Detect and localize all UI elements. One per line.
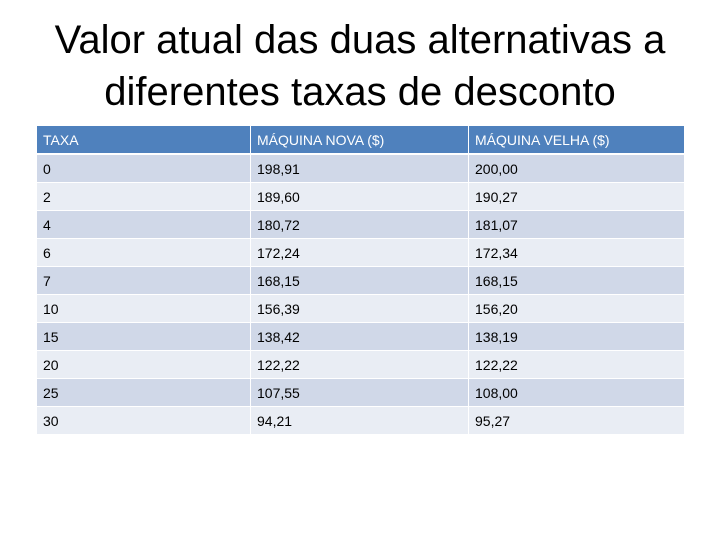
header-row: TAXA MÁQUINA NOVA ($) MÁQUINA VELHA ($) (36, 125, 685, 155)
table-cell: 4 (36, 210, 251, 239)
table-cell: 168,15 (468, 266, 685, 295)
table-cell: 181,07 (468, 210, 685, 239)
table-cell: 7 (36, 266, 251, 295)
table-cell: 180,72 (250, 210, 469, 239)
table-cell: 138,19 (468, 322, 685, 351)
table-row: 25 107,55 108,00 (36, 378, 685, 407)
table-cell: 15 (36, 322, 251, 351)
table-row: 2 189,60 190,27 (36, 182, 685, 211)
header-cell: TAXA (36, 125, 251, 155)
table-cell: 138,42 (250, 322, 469, 351)
table-cell: 168,15 (250, 266, 469, 295)
table-cell: 122,22 (468, 350, 685, 379)
table-cell: 200,00 (468, 153, 685, 183)
table-cell: 190,27 (468, 182, 685, 211)
table-cell: 156,39 (250, 294, 469, 323)
slide-title: Valor atual das duas alternativas a dife… (54, 18, 666, 114)
table-cell: 10 (36, 294, 251, 323)
table-cell: 156,20 (468, 294, 685, 323)
table-cell: 2 (36, 182, 251, 211)
table-row: 15 138,42 138,19 (36, 322, 685, 351)
table-cell: 172,24 (250, 238, 469, 267)
table-cell: 122,22 (250, 350, 469, 379)
table-cell: 30 (36, 406, 251, 435)
table-cell: 172,34 (468, 238, 685, 267)
table-cell: 20 (36, 350, 251, 379)
table-row: 7 168,15 168,15 (36, 266, 685, 295)
table-cell: 108,00 (468, 378, 685, 407)
table-cell: 107,55 (250, 378, 469, 407)
table-row: 20 122,22 122,22 (36, 350, 685, 379)
table-cell: 0 (36, 153, 251, 183)
table-row: 0 198,91 200,00 (36, 153, 685, 183)
table-cell: 95,27 (468, 406, 685, 435)
table-cell: 94,21 (250, 406, 469, 435)
table-cell: 189,60 (250, 182, 469, 211)
header-cell: MÁQUINA VELHA ($) (468, 125, 685, 155)
table-row: 30 94,21 95,27 (36, 406, 685, 435)
table-row: 4 180,72 181,07 (36, 210, 685, 239)
table-header: TAXA MÁQUINA NOVA ($) MÁQUINA VELHA ($) (36, 125, 685, 155)
table-cell: 6 (36, 238, 251, 267)
table-cell: 25 (36, 378, 251, 407)
table-row: 6 172,24 172,34 (36, 238, 685, 267)
table-cell: 198,91 (250, 153, 469, 183)
header-cell: MÁQUINA NOVA ($) (250, 125, 469, 155)
table-body: 0 198,91 200,00 2 189,60 190,27 4 180,72 181,07 6… (36, 153, 685, 435)
table-row: 10 156,39 156,20 (36, 294, 685, 323)
